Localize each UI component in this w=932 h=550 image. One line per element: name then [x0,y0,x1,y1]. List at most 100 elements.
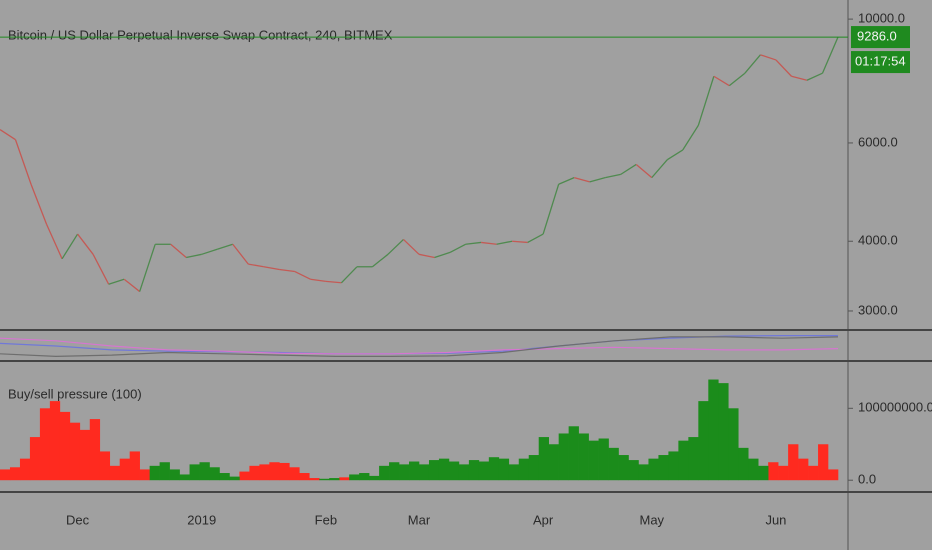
price-segment [542,184,560,235]
pressure-bar [239,471,250,481]
pressure-bar [109,465,121,481]
pressure-bar [19,458,31,481]
price-segment [418,253,435,259]
pressure-bar [379,465,390,481]
countdown-box [851,51,910,74]
price-segment [340,266,358,284]
price-segment [697,76,715,126]
price-segment [294,270,311,280]
pressure-bar [359,473,370,481]
pressure-bar [39,408,51,481]
x-tick-label: 2019 [187,512,216,527]
price-segment [744,54,761,74]
pressure-bar [528,455,540,481]
price-segment [325,280,342,284]
pressure-bar [0,469,11,481]
pressure-bar [538,437,549,481]
last-price-box [851,26,910,49]
pressure-bar [159,462,170,481]
pressure-bar [329,478,340,481]
pressure-bar [149,465,160,481]
pressure-bar [768,462,779,481]
countdown: 01:17:54 [855,54,906,69]
pressure-bar [588,440,599,481]
pressure-bar [59,411,71,481]
price-segment [496,240,513,245]
pressure-bar [718,383,729,481]
pressure-bar [369,475,380,481]
y-tick-label: 6000.0 [858,134,898,149]
price-segment [186,253,202,259]
pressure-bar [518,458,530,481]
x-tick-label: May [639,512,664,527]
pressure-bar [738,447,749,481]
price-segment [620,163,637,175]
pressure-bar [49,401,61,481]
price-segment [45,223,63,260]
price-segment [666,149,684,161]
pressure-bar [778,465,789,481]
pressure-bar [349,474,360,481]
pressure-bar [99,451,111,481]
pressure-bar [139,469,150,481]
pressure-bar [468,460,480,481]
price-segment [480,241,497,245]
pressure-bar [419,464,430,481]
pressure-bar [798,458,809,481]
x-tick-label: Mar [408,512,431,527]
price-segment [760,54,777,61]
price-segment [558,177,575,185]
indicator-line [0,337,839,355]
pressure-bar [578,433,589,481]
pressure-bar [688,437,699,481]
price-segment [30,184,48,225]
pressure-bar [69,422,81,481]
price-segment [248,263,264,268]
price-segment [108,278,125,285]
pressure-bar [708,379,719,481]
pressure-bar [438,458,450,481]
pressure-bar [9,467,21,481]
pressure-bar [399,464,410,481]
price-segment [201,248,218,255]
price-segment [635,163,653,179]
pressure-bar [129,451,140,481]
price-segment [574,177,590,183]
pressure-bar [269,462,280,481]
pressure-bar [299,473,310,481]
price-segment [806,72,823,81]
pressure-bar [319,478,330,481]
pressure-bar [409,461,420,481]
price-segment [728,72,746,87]
pressure-bar [219,473,230,481]
price-segment [14,139,32,185]
pressure-bar [458,464,470,481]
price-segment [403,238,420,255]
pressure-bar [678,440,689,481]
pressure-bar [119,458,130,481]
price-segment [232,243,249,265]
price-segment [123,278,141,293]
pressure-bar [808,465,819,481]
pressure-bar [498,458,510,481]
y-tick-label: 0.0 [858,472,876,487]
x-tick-label: Jun [765,512,786,527]
pressure-bar [309,478,320,481]
price-segment [217,243,233,250]
pressure-bar [828,469,839,481]
pressure-bar [758,465,769,481]
price-segment [821,36,839,74]
pressure-bar [89,419,101,481]
price-segment [449,243,466,253]
pressure-bar [488,457,500,481]
y-tick-label: 4000.0 [858,233,898,248]
price-segment [651,159,668,179]
pressure-bar [189,464,200,481]
pressure-bar [728,408,739,481]
pressure-bar [548,444,559,481]
price-segment [713,75,730,87]
pressure-bar [478,461,490,481]
price-segment [310,278,326,282]
